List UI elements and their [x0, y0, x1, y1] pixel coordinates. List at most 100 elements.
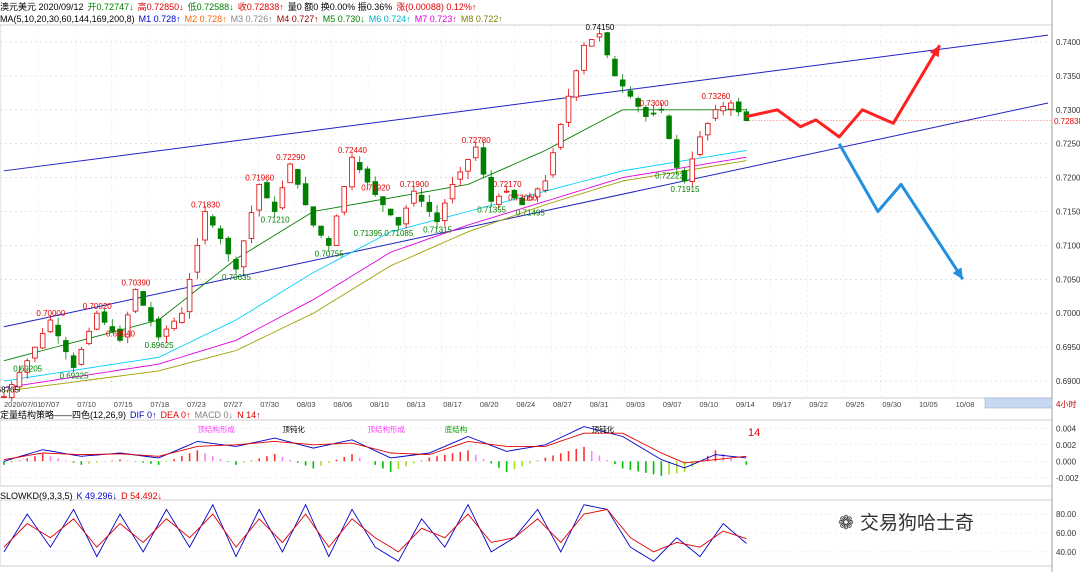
x-tick-label: 09/07 [663, 400, 682, 409]
price-annotation: 0.70755 [315, 249, 344, 258]
period-selected-region [984, 397, 1053, 409]
candle-body [472, 146, 479, 159]
candle-body [403, 207, 409, 225]
macd-y-tick: 0.004 [1056, 424, 1077, 433]
kd-line-D [3, 508, 747, 553]
candle-body [225, 237, 232, 255]
candle-body [287, 163, 293, 184]
channel-upper-line [3, 34, 1049, 172]
header-value: 澳元美元 2020/09/12 [0, 2, 84, 12]
price-annotation: 0.70635 [222, 273, 251, 282]
candle-body [449, 183, 456, 200]
price-annotation: 0.72170 [493, 180, 522, 189]
x-tick-label: 08/17 [443, 400, 462, 409]
candle-body [488, 176, 494, 202]
watermark-icon: ❁ [838, 512, 854, 534]
x-tick-label: 10/05 [919, 400, 938, 409]
x-tick-label: 08/31 [590, 400, 609, 409]
candle-body [496, 195, 502, 205]
header-value: M5 0.730↓ [322, 14, 365, 24]
candle-body [588, 39, 595, 47]
candle-body [179, 312, 185, 323]
macd-n-label: 14 [748, 427, 760, 439]
candle-body [210, 216, 216, 226]
price-annotation: 0.71920 [361, 184, 390, 193]
candle-body [720, 105, 726, 112]
x-tick-label: 10/08 [956, 400, 975, 409]
macd-y-tick: -0.002 [1056, 474, 1079, 483]
candle-body [264, 182, 270, 199]
projection-up-path [746, 44, 941, 139]
candle-body [627, 90, 634, 97]
watermark-text: 交易狗哈士奇 [859, 512, 974, 534]
candle-body [519, 197, 525, 206]
candle-body [558, 124, 564, 148]
macd-structure-label: 底结构 [445, 424, 468, 434]
macd-y-tick: 0.002 [1056, 441, 1077, 450]
y-tick-label: 0.6900 [1056, 377, 1080, 386]
candle-body [674, 139, 680, 168]
x-tick-label: 07/23 [187, 400, 206, 409]
kd-line-K [3, 503, 747, 562]
candle-body [596, 33, 603, 38]
price-annotation: 0.72060 [508, 194, 537, 203]
ma-line-M8 [3, 160, 747, 392]
candle-body [109, 326, 116, 332]
candle-body [573, 70, 580, 98]
candle-body [78, 348, 85, 365]
candle-body [233, 259, 239, 270]
candle-body [318, 225, 324, 236]
x-tick-label: 08/27 [553, 400, 572, 409]
kd-y-tick: 80.00 [1056, 510, 1077, 519]
x-tick-label: 09/22 [809, 400, 828, 409]
period-button[interactable]: 4小时 [1056, 399, 1076, 409]
price-annotation: 0.68765 [0, 386, 19, 395]
candle-body [240, 240, 247, 268]
price-annotation: 0.70390 [121, 278, 150, 287]
price-annotation: 0.71960 [245, 173, 274, 182]
y-tick-label: 0.7200 [1056, 174, 1080, 183]
projection-arrowhead [952, 267, 963, 280]
price-annotation: 0.71900 [400, 180, 429, 189]
price-annotation: 0.69205 [13, 365, 42, 374]
price-annotation: 0.71210 [261, 216, 290, 225]
candle-body [550, 152, 556, 176]
price-annotation: 0.71395 [353, 229, 382, 238]
candle-body [24, 360, 30, 373]
x-tick-label: 07/15 [114, 400, 133, 409]
price-annotation: 0.72223 [655, 171, 684, 180]
candle-body [39, 333, 46, 349]
candle-body [565, 95, 572, 123]
price-annotation: 0.70000 [36, 309, 65, 318]
x-tick-label: 08/06 [333, 400, 352, 409]
candle-body [612, 58, 618, 77]
x-tick-label: 09/25 [846, 400, 865, 409]
ma-line-M7 [3, 156, 747, 389]
kd-y-tick: 40.00 [1056, 548, 1077, 557]
x-tick-label: 07/10 [77, 400, 96, 409]
candle-body [697, 136, 703, 155]
candle-body [666, 115, 672, 139]
x-tick-label: 08/20 [480, 400, 499, 409]
price-annotation: 0.72440 [338, 146, 367, 155]
projection-down-path [837, 142, 965, 281]
price-annotation: 0.71355 [477, 205, 506, 214]
header-value: 高0.72850↓ [137, 2, 184, 12]
x-tick-label: 07/27 [224, 400, 243, 409]
macd-line-DEA [3, 432, 747, 464]
candle-body [527, 196, 533, 201]
candle-body [310, 206, 317, 226]
candle-body [101, 311, 108, 323]
candle-body [503, 190, 510, 193]
y-tick-label: 0.7150 [1056, 208, 1080, 217]
candle-body [658, 108, 665, 111]
candle-body [70, 355, 77, 368]
header-value: 开0.72747↓ [87, 2, 134, 12]
candle-body [295, 169, 301, 185]
header-value: 量0 额0 换0.00% 振0.36% [287, 2, 393, 12]
ma-header: MA(5,10,20,30,60,144,169,200,8) M1 0.728↑… [0, 14, 507, 25]
candle-body [735, 101, 742, 113]
candle-body [465, 159, 471, 172]
